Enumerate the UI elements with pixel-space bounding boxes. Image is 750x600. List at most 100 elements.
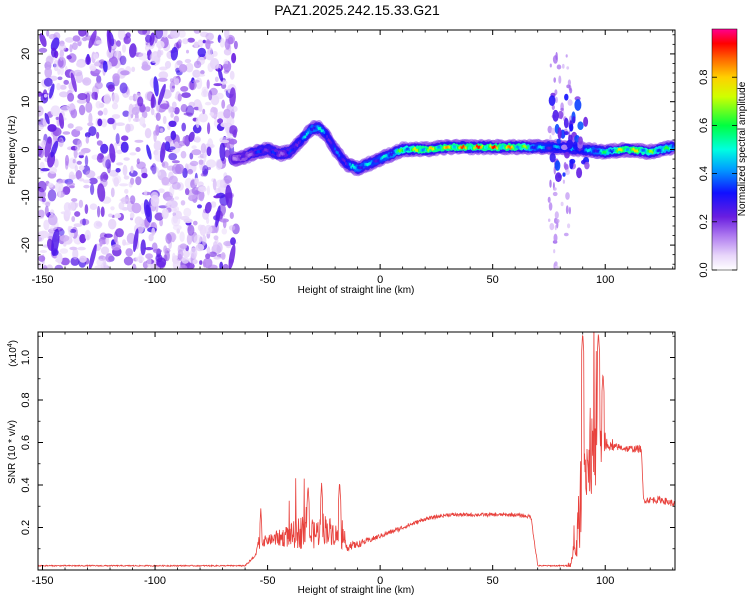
noise-streak — [145, 144, 153, 160]
noise-speck — [94, 62, 100, 67]
noise-speck — [191, 149, 201, 155]
spectrogram-xtick-label: -50 — [260, 274, 276, 286]
noise-speck — [183, 208, 191, 217]
noise-speck — [91, 92, 97, 100]
noise-speck — [165, 233, 171, 244]
noise-speck — [199, 160, 204, 165]
spread-cell — [564, 94, 568, 101]
smear-speck — [550, 64, 552, 68]
noise-speck — [173, 206, 179, 212]
spread-cell — [549, 95, 556, 106]
noise-speck — [207, 186, 210, 196]
noise-speck — [224, 28, 229, 39]
spread-cell — [569, 124, 573, 131]
noise-speck — [179, 231, 184, 242]
snr-xtick-label: -150 — [31, 575, 53, 587]
snr-scale-label: (x104) — [7, 340, 19, 367]
ridge-cell — [377, 159, 379, 162]
noise-speck — [172, 164, 181, 175]
noise-speck — [121, 197, 131, 205]
smear-speck — [564, 233, 569, 237]
noise-speck — [122, 242, 130, 245]
smear-speck — [569, 207, 571, 215]
spread-cell — [564, 152, 570, 159]
spectrogram-ytick-label: 10 — [20, 96, 32, 108]
spectrogram-ytick-label: -20 — [20, 237, 32, 253]
noise-speck — [93, 53, 98, 59]
noise-speck — [172, 102, 177, 109]
noise-speck — [213, 83, 222, 86]
smear-speck — [555, 97, 558, 103]
ridge-cell — [304, 135, 306, 138]
noise-speck — [205, 102, 211, 106]
noise-speck — [207, 122, 210, 134]
noise-speck — [85, 170, 95, 178]
noise-speck — [73, 159, 76, 163]
colorbar-tick-label: 0.0 — [698, 262, 710, 277]
smear-speck — [569, 88, 572, 94]
noise-speck — [59, 91, 68, 97]
noise-speck — [220, 38, 225, 48]
noise-speck — [123, 36, 131, 45]
noise-speck — [50, 209, 54, 215]
noise-speck — [69, 175, 76, 180]
noise-speck — [104, 94, 111, 105]
noise-speck — [205, 39, 210, 49]
noise-speck — [184, 112, 193, 115]
noise-speck — [110, 206, 114, 210]
noise-speck — [191, 145, 196, 149]
noise-speck — [132, 107, 140, 115]
noise-speck — [88, 113, 92, 124]
noise-speck — [70, 232, 74, 237]
noise-speck — [116, 162, 123, 165]
ridge-cell — [337, 151, 339, 154]
ridge-cell — [334, 147, 336, 150]
noise-speck — [43, 265, 47, 272]
spread-cell — [564, 118, 569, 128]
snr-ylabel: SNR (10 * v/v) — [7, 420, 18, 484]
smear-speck — [558, 76, 561, 84]
noise-speck — [205, 33, 214, 41]
noise-speck — [130, 195, 135, 204]
noise-speck — [96, 132, 99, 139]
ridge-cell — [292, 148, 294, 151]
noise-speck — [138, 53, 148, 61]
noise-speck — [215, 77, 219, 83]
ridge-cell — [344, 159, 346, 162]
noise-speck — [108, 84, 115, 91]
noise-speck — [207, 147, 212, 157]
noise-speck — [48, 183, 54, 188]
noise-speck — [114, 213, 121, 218]
smear-speck — [557, 65, 562, 70]
noise-speck — [163, 245, 167, 254]
noise-speck — [155, 125, 159, 136]
smear-speck — [548, 219, 550, 222]
smear-speck — [549, 223, 554, 230]
spectrogram-panel: -150 -100 -50 0 50 100-20-1001020 Height of s… — [7, 26, 677, 296]
spread-cell — [572, 116, 575, 123]
noise-speck — [185, 59, 191, 63]
noise-speck — [60, 235, 70, 242]
noise-speck — [83, 180, 91, 184]
noise-speck — [141, 64, 151, 70]
noise-speck — [213, 195, 220, 198]
noise-speck — [173, 225, 182, 231]
noise-speck — [122, 44, 126, 53]
noise-speck — [39, 48, 47, 53]
noise-speck — [230, 71, 235, 80]
noise-speck — [198, 103, 202, 112]
noise-speck — [223, 264, 229, 272]
noise-speck — [202, 109, 205, 114]
noise-speck — [230, 237, 236, 245]
noise-speck — [169, 146, 176, 150]
noise-speck — [193, 221, 198, 226]
noise-speck — [129, 152, 136, 155]
spectrogram-ytick-label: 0 — [20, 146, 32, 152]
smear-speck — [562, 64, 565, 69]
smear-speck — [566, 85, 570, 89]
noise-speck — [103, 174, 109, 180]
smear-speck — [551, 128, 555, 136]
ridge-cell — [427, 149, 429, 152]
colorbar-tick-label: 0.8 — [698, 70, 710, 85]
snr-xtick-label: 100 — [596, 575, 614, 587]
